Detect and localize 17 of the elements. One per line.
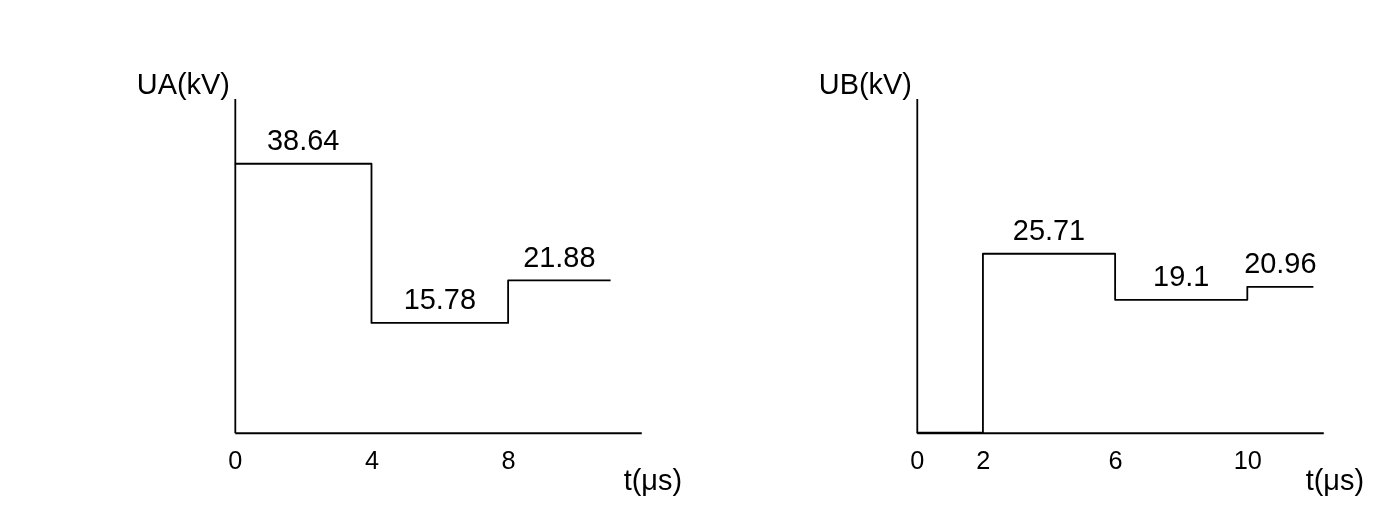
x-tick-label: 0 [910, 446, 925, 475]
data-label: 25.71 [1012, 214, 1086, 247]
x-tick-label: 4 [364, 446, 379, 475]
data-label: 21.88 [523, 240, 596, 273]
x-axis-title: t(μs) [623, 464, 683, 497]
x-tick-label: 6 [1108, 446, 1123, 475]
data-label: 19.1 [1153, 260, 1210, 293]
data-label: 15.78 [403, 283, 476, 316]
data-label: 38.64 [267, 124, 340, 157]
x-tick-label: 10 [1233, 446, 1262, 475]
x-tick-label: 0 [228, 446, 243, 475]
data-label: 20.96 [1244, 247, 1317, 280]
x-tick-label: 2 [976, 446, 991, 475]
x-axis-title: t(μs) [1305, 464, 1365, 497]
x-tick-label: 8 [501, 446, 516, 475]
y-axis-title: UA(kV) [136, 68, 230, 101]
y-axis-title: UB(kV) [818, 68, 912, 101]
